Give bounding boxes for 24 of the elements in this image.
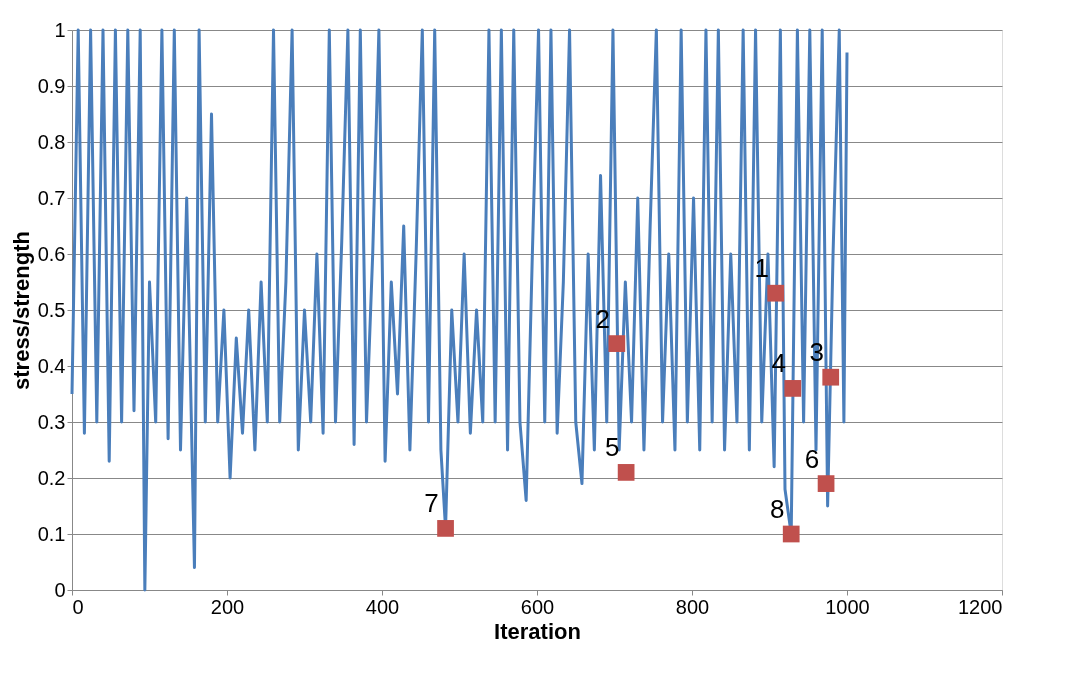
- y-tick-label: 0.7: [37, 186, 66, 209]
- y-tick-label: 0.9: [37, 74, 66, 97]
- y-tick-label: 0.4: [37, 354, 66, 377]
- x-tick-label: 200: [210, 595, 245, 618]
- y-tick-label: 0: [54, 578, 66, 601]
- x-tick-label: 0: [72, 595, 84, 618]
- x-tick-label: 1000: [825, 595, 870, 618]
- y-axis-title: stress/strength: [8, 231, 34, 390]
- annotation: 7: [424, 488, 439, 519]
- y-tick-label: 0.3: [37, 410, 66, 433]
- y-tick-label: 0.1: [37, 522, 66, 545]
- annotation: 5: [604, 432, 620, 463]
- x-tick-label: 800: [675, 595, 710, 618]
- x-tick-label: 1200: [958, 595, 1003, 618]
- y-tick-label: 0.6: [37, 242, 66, 265]
- annotation: 6: [804, 443, 820, 474]
- x-tick-label: 600: [520, 595, 555, 618]
- annotation: 8: [769, 494, 785, 524]
- y-tick-label: 1: [54, 18, 66, 41]
- x-axis-title: Iteration: [494, 618, 581, 644]
- x-tick-label: 400: [365, 595, 400, 618]
- y-tick-label: 0.5: [37, 298, 66, 321]
- y-tick-label: 0.8: [37, 130, 66, 153]
- y-tick-label: 0.2: [37, 466, 66, 489]
